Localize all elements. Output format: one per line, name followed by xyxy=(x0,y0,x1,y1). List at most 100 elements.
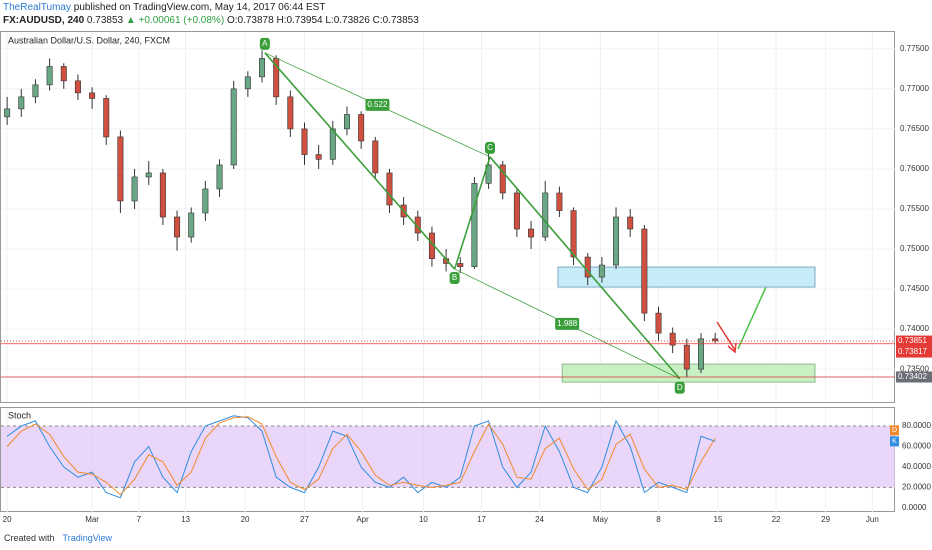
body xyxy=(32,84,39,98)
brand[interactable]: TradingView xyxy=(62,533,113,543)
body xyxy=(301,128,308,155)
point-box xyxy=(485,141,496,154)
body xyxy=(230,88,237,166)
legend-label: D xyxy=(892,427,897,434)
ratio-box xyxy=(365,98,390,111)
pattern-line xyxy=(453,156,491,270)
price-tag-label: 0.73402 xyxy=(898,372,927,381)
body xyxy=(712,338,719,342)
change: ▲ +0.00061 (+0.08%) xyxy=(125,15,225,26)
y2-tick-label: 40.0000 xyxy=(902,462,931,471)
arrow-down xyxy=(716,321,737,354)
pattern-line xyxy=(264,52,456,270)
body xyxy=(315,154,322,160)
body xyxy=(343,114,350,130)
body xyxy=(372,140,379,174)
body xyxy=(216,164,223,190)
body xyxy=(244,76,251,90)
y-tick-label: 0.76000 xyxy=(900,164,929,173)
header: TheRealTumay published on TradingView.co… xyxy=(3,1,419,27)
created: Created with xyxy=(4,533,55,543)
y2-tick-label: 80.0000 xyxy=(902,421,931,430)
x-tick-label: 27 xyxy=(300,515,309,524)
legend-tag xyxy=(890,425,899,436)
body xyxy=(287,96,294,130)
body xyxy=(471,183,478,267)
y-tick-label: 0.73500 xyxy=(900,364,929,373)
x-tick-label: 7 xyxy=(137,515,142,524)
body xyxy=(89,92,96,99)
body xyxy=(174,216,181,238)
point-box xyxy=(449,272,460,285)
body xyxy=(18,96,25,110)
published: published on TradingView.com, May 14, 20… xyxy=(73,2,326,13)
y-tick-label: 0.76500 xyxy=(900,124,929,133)
price-tag-label: 0.73817 xyxy=(898,347,927,356)
x-tick-label: Apr xyxy=(356,515,369,524)
pattern-line xyxy=(489,156,681,380)
body xyxy=(655,312,662,334)
footer: Created with TradingView xyxy=(4,533,112,543)
l: L:0.73826 xyxy=(325,15,370,26)
price-tag xyxy=(896,335,932,347)
body xyxy=(145,172,152,178)
projection-arrows xyxy=(716,275,772,354)
x-tick-label: 10 xyxy=(419,515,428,524)
y-tick-label: 0.75000 xyxy=(900,244,929,253)
body xyxy=(556,192,563,211)
body xyxy=(598,264,605,278)
y2-tick-label: 0.0000 xyxy=(902,503,927,512)
x-tick-label: 20 xyxy=(241,515,250,524)
x-tick-label: 13 xyxy=(181,515,190,524)
body xyxy=(513,192,520,230)
x-tick-label: Jun xyxy=(866,515,879,524)
y-tick-label: 0.74500 xyxy=(900,284,929,293)
body xyxy=(542,192,549,238)
x-tick-label: 17 xyxy=(477,515,486,524)
o: O:0.73878 xyxy=(226,15,274,26)
body xyxy=(499,164,506,194)
body xyxy=(386,172,393,206)
body xyxy=(329,128,336,160)
body xyxy=(188,212,195,238)
x-tick-label: Mar xyxy=(85,515,99,524)
point-label: C xyxy=(487,143,493,152)
body xyxy=(698,338,704,370)
x-tick-label: 8 xyxy=(656,515,661,524)
ratio-label: 1.988 xyxy=(557,319,578,328)
stoch-line xyxy=(6,416,716,496)
arrow-up xyxy=(737,275,772,350)
x-tick-label: 22 xyxy=(772,515,781,524)
c: C:0.73853 xyxy=(372,15,419,26)
body xyxy=(259,58,266,78)
x-tick-label: 24 xyxy=(535,515,544,524)
body xyxy=(669,332,676,346)
body xyxy=(613,216,620,266)
body xyxy=(457,263,464,267)
price-tag-label: 0.73851 xyxy=(898,336,927,345)
y-tick-label: 0.77500 xyxy=(900,44,929,53)
body xyxy=(528,228,535,238)
body xyxy=(358,114,365,142)
y2-tick-label: 60.0000 xyxy=(902,442,931,451)
body xyxy=(570,210,577,258)
zone xyxy=(557,266,816,288)
point-box xyxy=(259,37,270,50)
body xyxy=(627,216,634,230)
ratio-label: 0.522 xyxy=(367,100,388,109)
stoch-line xyxy=(6,415,716,499)
point-label: A xyxy=(262,39,268,48)
body xyxy=(202,188,209,214)
symbol: FX:AUDUSD, 240 xyxy=(3,15,85,26)
price-tag xyxy=(896,371,932,383)
chart-title: Australian Dollar/U.S. Dollar, 240, FXCM xyxy=(8,35,170,45)
x-tick-label: 15 xyxy=(714,515,723,524)
point-label: D xyxy=(677,383,683,392)
x-tick-label: 20 xyxy=(3,515,12,524)
body xyxy=(131,176,138,202)
author: TheRealTumay xyxy=(3,2,71,13)
price-pane xyxy=(0,31,895,403)
body xyxy=(103,98,110,138)
